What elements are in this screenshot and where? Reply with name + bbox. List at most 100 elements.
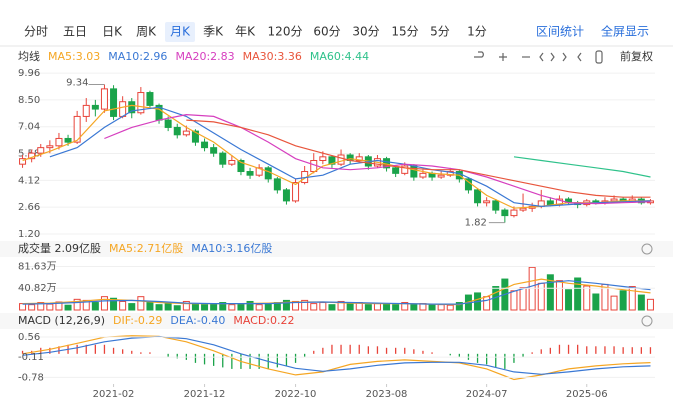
- move-icon[interactable]: [562, 52, 582, 62]
- candle-body: [37, 147, 45, 154]
- volume-bar: [119, 300, 127, 311]
- x-tick-label: 2023-08: [366, 389, 408, 400]
- tab[interactable]: 年K: [235, 25, 256, 39]
- tab[interactable]: 分时: [24, 25, 48, 39]
- chart-tools[interactable]: [474, 50, 603, 64]
- toolbar-action[interactable]: 区间统计: [536, 25, 584, 39]
- volume-bar: [592, 293, 600, 311]
- candle-body: [282, 189, 290, 202]
- tab[interactable]: 30分: [352, 25, 379, 39]
- candle-body: [501, 209, 509, 217]
- macd-header-bg: [0, 313, 673, 329]
- tab[interactable]: 五日: [63, 25, 87, 39]
- tab[interactable]: 季K: [203, 25, 224, 39]
- y-tick-label: -0.11: [18, 352, 44, 363]
- ma-line: [104, 113, 651, 205]
- y-tick-label: 9.96: [18, 68, 40, 79]
- volume-bar: [392, 304, 400, 311]
- candle-body: [228, 159, 236, 165]
- candle-body: [73, 115, 81, 143]
- tab[interactable]: 5分: [430, 25, 450, 39]
- volume-bar: [364, 304, 372, 311]
- volume-bar: [110, 297, 118, 311]
- candle-body: [182, 130, 190, 136]
- candle-body: [555, 198, 563, 206]
- legend-entry: MA10:3.16亿股: [191, 242, 272, 255]
- legend-entry: MACD:0.22: [233, 314, 294, 327]
- legend-entry: 均线: [18, 49, 40, 63]
- volume-bar: [219, 302, 227, 311]
- close-macd[interactable]: [641, 315, 653, 327]
- toolbar-action[interactable]: 全屏显示: [601, 24, 649, 39]
- volume-bar: [628, 286, 636, 311]
- candle-body: [319, 156, 327, 161]
- legend-entry: MACD (12,26,9): [18, 314, 105, 327]
- volume-bar: [483, 296, 491, 311]
- volume-bar: [519, 287, 527, 311]
- candle-body: [128, 101, 136, 114]
- tab[interactable]: 1分: [467, 25, 487, 39]
- candle-body: [100, 88, 108, 110]
- volume-bar: [537, 282, 545, 311]
- y-tick-label: 40.82万: [18, 283, 57, 294]
- x-tick-label: 2022-10: [275, 389, 317, 400]
- volume-bar: [137, 296, 145, 311]
- tab[interactable]: 15分: [391, 25, 418, 39]
- ma-line: [22, 335, 651, 375]
- ma-line: [186, 119, 651, 198]
- legend-entry: MA5:3.03: [48, 50, 100, 63]
- volume-bar: [73, 298, 81, 311]
- active-tab-bg: [165, 22, 195, 42]
- x-tick-label: 2021-02: [93, 389, 135, 400]
- close-volume[interactable]: [641, 243, 653, 255]
- candle-body: [392, 167, 400, 174]
- ma-line: [513, 156, 651, 178]
- volume-header-bg: [0, 241, 673, 257]
- volume-bar: [191, 303, 199, 311]
- candle-body: [137, 92, 145, 114]
- y-tick-label: 2.66: [18, 202, 40, 213]
- legend-entry: MA10:2.96: [108, 50, 167, 63]
- volume-bar: [410, 304, 418, 311]
- volume-bar: [46, 303, 54, 311]
- y-tick-label: 8.50: [18, 95, 40, 106]
- candle-body: [519, 207, 527, 211]
- volume-bar: [455, 302, 463, 311]
- volume-bar: [401, 302, 409, 311]
- y-tick-label: 81.63万: [18, 261, 57, 272]
- volume-bar: [237, 303, 245, 311]
- candle-body: [292, 182, 300, 202]
- adjust-icon[interactable]: [595, 50, 603, 64]
- legend-entry: 成交量 2.09亿股: [18, 241, 101, 255]
- volume-bar: [328, 304, 336, 311]
- undo-icon[interactable]: [474, 51, 484, 58]
- volume-bar: [182, 300, 190, 311]
- volume-bar: [610, 295, 618, 311]
- volume-bar: [510, 290, 518, 311]
- tab[interactable]: 月K: [170, 25, 191, 39]
- candle-body: [82, 104, 90, 117]
- volume-bar: [646, 298, 654, 311]
- candle-body: [210, 147, 218, 154]
- tab[interactable]: 日K: [102, 25, 123, 39]
- x-tick-label: 2025-06: [566, 389, 608, 400]
- candle-body: [64, 137, 72, 143]
- volume-bar: [310, 303, 318, 311]
- zoom-in-icon[interactable]: [499, 53, 507, 61]
- volume-bar: [255, 304, 263, 311]
- pan-icon[interactable]: [539, 52, 555, 62]
- tab[interactable]: 120分: [268, 25, 303, 39]
- adjust-mode[interactable]: 前复权: [620, 49, 653, 63]
- close-buttons[interactable]: [641, 243, 653, 327]
- volume-bar: [555, 280, 563, 311]
- volume-bar: [282, 299, 290, 311]
- volume-bar: [373, 303, 381, 311]
- volume-bar: [346, 303, 354, 311]
- candle-body: [201, 141, 209, 149]
- tab[interactable]: 周K: [136, 25, 157, 39]
- candle-body: [510, 209, 518, 217]
- candle-body: [46, 145, 54, 149]
- legend-entry: MA60:4.44: [310, 50, 369, 63]
- tab[interactable]: 60分: [313, 25, 340, 39]
